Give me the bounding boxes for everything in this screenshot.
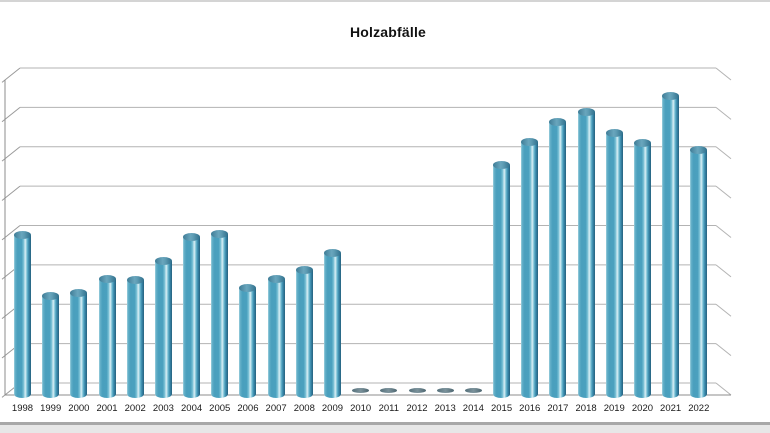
bar-top-ellipse bbox=[154, 257, 172, 266]
bar-top-ellipse bbox=[239, 283, 257, 292]
bar-2001 bbox=[98, 275, 116, 398]
bar-2009 bbox=[323, 248, 341, 398]
x-axis-label: 2012 bbox=[406, 403, 428, 414]
bar-top-ellipse bbox=[98, 275, 116, 284]
x-axis-label: 2019 bbox=[603, 403, 625, 414]
bar-top-ellipse bbox=[211, 230, 229, 239]
bar-2007 bbox=[267, 275, 285, 398]
bar-2017 bbox=[549, 117, 567, 398]
x-axis-label: 2006 bbox=[237, 403, 259, 414]
bar-2010-zero-ellipse bbox=[352, 388, 370, 393]
x-axis-label: 1998 bbox=[11, 403, 34, 414]
top-border bbox=[0, 0, 770, 2]
x-axis-label: 2009 bbox=[321, 403, 344, 414]
x-axis-label: 2016 bbox=[519, 403, 541, 414]
bar-top-ellipse bbox=[295, 265, 313, 274]
x-axis-label: 2005 bbox=[209, 403, 231, 414]
x-axis-label: 2020 bbox=[631, 403, 654, 414]
bar-2002 bbox=[126, 276, 144, 398]
x-axis-label: 2008 bbox=[293, 403, 315, 414]
x-axis-label: 2021 bbox=[660, 403, 682, 414]
bar-top-ellipse bbox=[493, 161, 511, 170]
x-axis-label: 2017 bbox=[547, 403, 569, 414]
x-axis-label: 2003 bbox=[152, 403, 174, 414]
x-axis-label: 2014 bbox=[462, 403, 484, 414]
x-axis-label: 2013 bbox=[434, 403, 456, 414]
bar-1999 bbox=[42, 292, 60, 398]
x-axis-label: 2000 bbox=[68, 403, 90, 414]
bar-2000 bbox=[70, 288, 88, 398]
bar-2011-zero-ellipse bbox=[380, 388, 398, 393]
bar-top-ellipse bbox=[549, 117, 567, 126]
bar-2015 bbox=[493, 161, 511, 398]
bar-top-ellipse bbox=[605, 128, 623, 137]
bar-top-ellipse bbox=[633, 139, 651, 147]
bar-1998 bbox=[14, 230, 31, 398]
x-axis-label: 1999 bbox=[40, 403, 62, 414]
bar-2014-zero-ellipse bbox=[464, 388, 482, 393]
bar-top-ellipse bbox=[662, 92, 680, 101]
bar-2018 bbox=[577, 108, 595, 398]
chart-title: Holzabfälle bbox=[349, 24, 427, 40]
x-axis-label: 2010 bbox=[350, 403, 372, 414]
bar-2020 bbox=[633, 139, 651, 398]
x-axis-label: 2018 bbox=[575, 403, 597, 414]
bar-2021 bbox=[662, 92, 680, 398]
x-axis-label: 2011 bbox=[378, 403, 400, 414]
bar-top-ellipse bbox=[267, 275, 285, 284]
x-axis-label: 2004 bbox=[181, 403, 203, 414]
x-axis-label: 2022 bbox=[688, 403, 710, 414]
bar-top-ellipse bbox=[690, 145, 708, 154]
x-axis-label: 2002 bbox=[124, 403, 146, 414]
bar-2004 bbox=[183, 232, 201, 398]
bar-top-ellipse bbox=[14, 230, 31, 239]
bar-top-ellipse bbox=[577, 108, 595, 117]
bar-2008 bbox=[295, 265, 313, 398]
bar-2019 bbox=[605, 128, 623, 398]
x-axis-label: 2015 bbox=[490, 403, 513, 414]
bar-top-ellipse bbox=[42, 292, 60, 301]
x-axis-label: 2001 bbox=[96, 403, 118, 414]
bar-top-ellipse bbox=[521, 138, 539, 147]
bar-2006 bbox=[239, 283, 257, 398]
bar-top-ellipse bbox=[70, 288, 88, 297]
x-axis-label: 2007 bbox=[265, 403, 287, 414]
bar-2016 bbox=[521, 138, 539, 398]
bar-2013-zero-ellipse bbox=[436, 388, 454, 393]
bar-top-ellipse bbox=[323, 248, 341, 257]
bar-2022 bbox=[690, 145, 708, 398]
bar-top-ellipse bbox=[183, 232, 201, 241]
bottom-border bbox=[0, 422, 770, 433]
bar-2012-zero-ellipse bbox=[408, 388, 426, 393]
bar-top-ellipse bbox=[126, 276, 144, 285]
bar-2003 bbox=[154, 257, 172, 398]
bar-2005 bbox=[211, 230, 229, 398]
